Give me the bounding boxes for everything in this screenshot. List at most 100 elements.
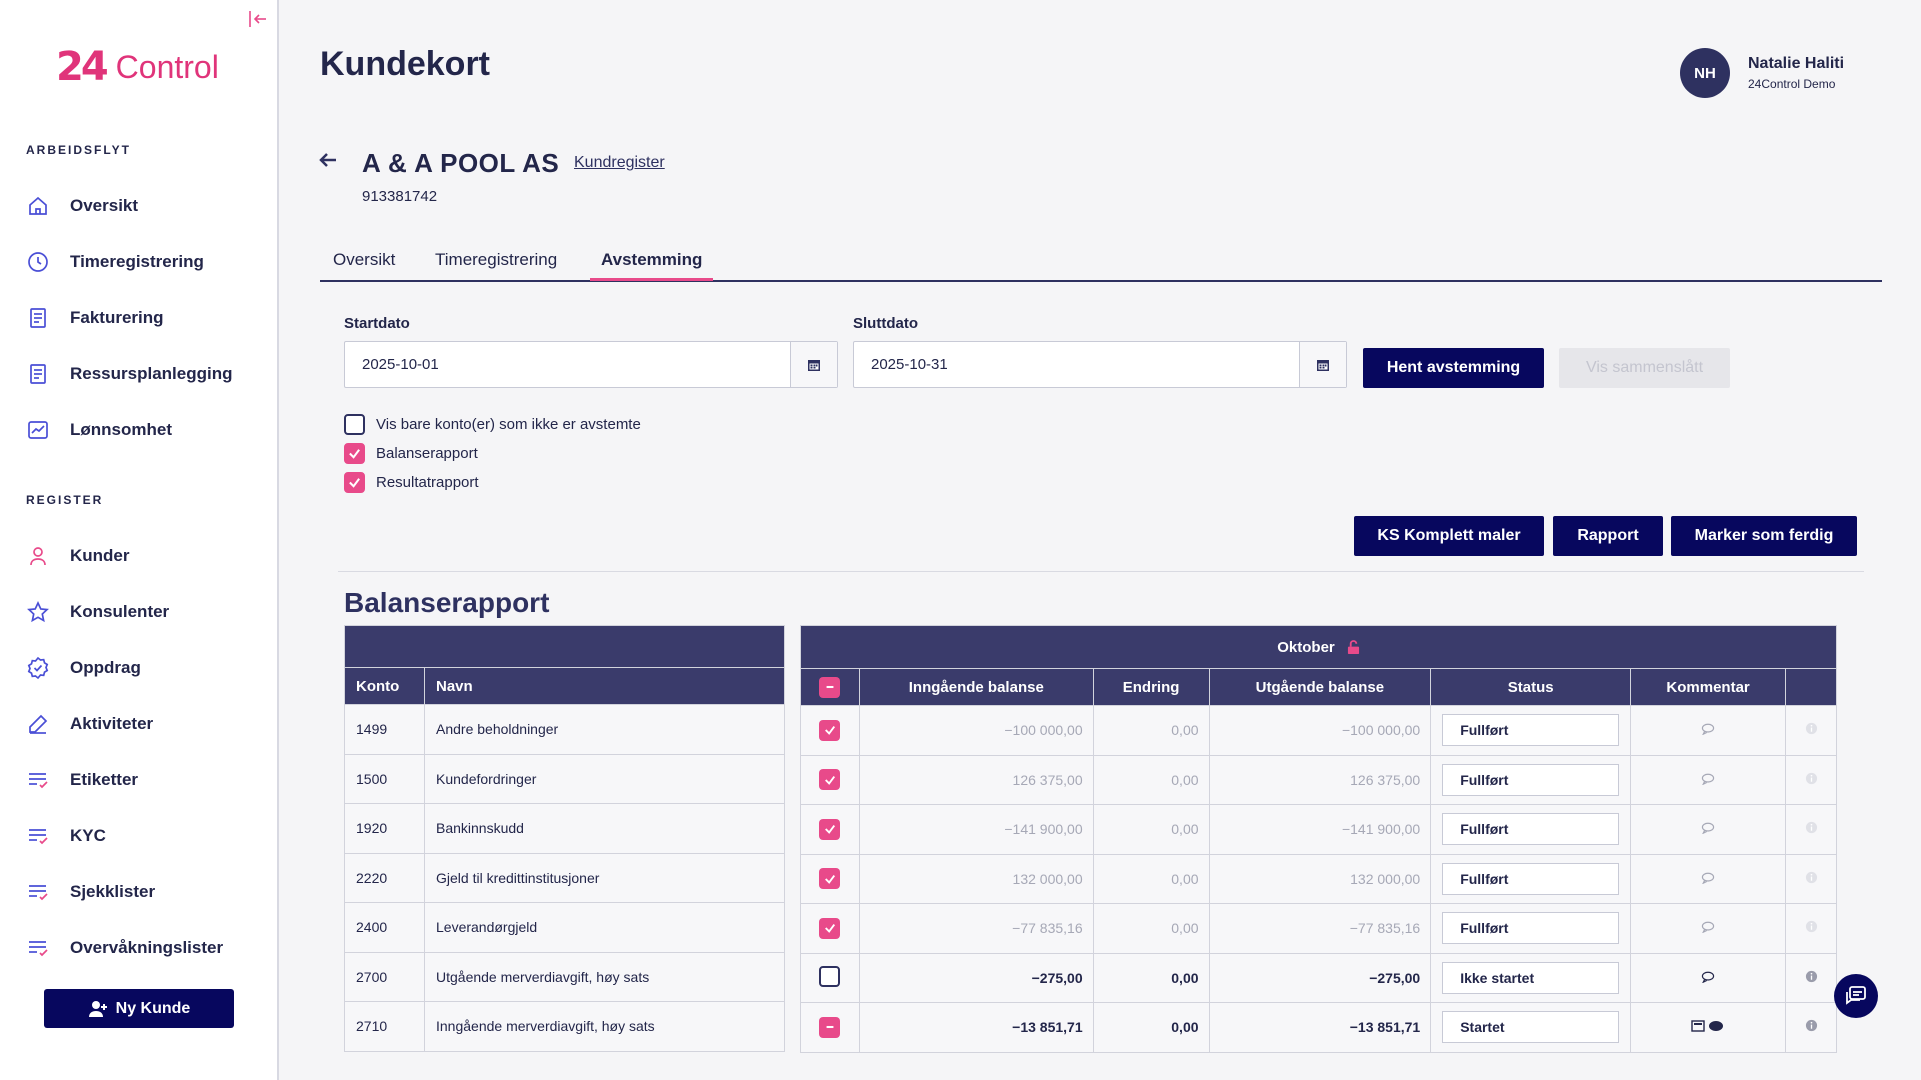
customer-register-link[interactable]: Kundregister — [574, 154, 665, 171]
user-menu[interactable]: NH Natalie Haliti 24Control Demo — [1680, 48, 1844, 98]
select-all-checkbox[interactable] — [800, 668, 860, 706]
chat-button[interactable] — [1834, 974, 1878, 1018]
sidebar-item-konsulenter[interactable]: Konsulenter — [26, 595, 169, 629]
app-logo[interactable]: 24 Control — [56, 44, 219, 90]
comment-icon[interactable] — [1701, 970, 1715, 986]
partial-check-icon[interactable] — [819, 676, 841, 698]
partial-check-icon[interactable] — [819, 1016, 841, 1038]
sidebar-item-oversikt[interactable]: Oversikt — [26, 189, 138, 223]
cell-konto: 2710 — [344, 1001, 425, 1052]
sidebar-item-overvåkningslister[interactable]: Overvåkningslister — [26, 931, 223, 965]
comments-icon[interactable] — [1691, 1020, 1725, 1036]
tab-timeregistrering[interactable]: Timeregistrering — [435, 250, 558, 269]
sidebar-item-sjekklister[interactable]: Sjekklister — [26, 875, 155, 909]
cell-check[interactable] — [800, 705, 860, 756]
list-check-icon — [26, 768, 50, 792]
cell-check[interactable] — [800, 1002, 860, 1053]
col-utgaende: Utgående balanse — [1208, 668, 1432, 706]
report-button[interactable]: Rapport — [1553, 516, 1663, 556]
info-icon[interactable] — [1805, 871, 1818, 887]
col-navn: Navn — [424, 667, 785, 705]
sidebar-item-label: Kunder — [70, 546, 130, 565]
checked-icon[interactable] — [819, 917, 841, 939]
info-icon[interactable] — [1805, 722, 1818, 738]
cell-konto: 2220 — [344, 852, 425, 903]
status-select[interactable]: Fullført — [1442, 714, 1620, 747]
comment-icon[interactable] — [1701, 772, 1715, 788]
ks-templates-button[interactable]: KS Komplett maler — [1354, 516, 1544, 556]
sidebar-item-label: Lønnsomhet — [70, 420, 172, 439]
sidebar-item-oppdrag[interactable]: Oppdrag — [26, 651, 141, 685]
balance-report-checkbox[interactable]: Balanserapport — [344, 443, 478, 464]
cell-status: Ikke startet — [1430, 952, 1632, 1003]
sidebar-item-timeregistrering[interactable]: Timeregistrering — [26, 245, 204, 279]
info-icon[interactable] — [1805, 821, 1818, 837]
sidebar-item-label: Ressursplanlegging — [70, 364, 233, 383]
cell-endring: 0,00 — [1092, 853, 1210, 904]
cell-check[interactable] — [800, 853, 860, 904]
sidebar-item-kyc[interactable]: KYC — [26, 819, 106, 853]
avatar[interactable]: NH — [1680, 48, 1730, 98]
status-select[interactable]: Ikke startet — [1442, 961, 1620, 994]
info-icon[interactable] — [1805, 970, 1818, 986]
status-select[interactable]: Fullført — [1442, 862, 1620, 895]
result-report-checkbox[interactable]: Resultatrapport — [344, 472, 479, 493]
checked-icon[interactable] — [819, 769, 841, 791]
start-date-value[interactable]: 2025-10-01 — [362, 356, 439, 373]
unlock-icon[interactable] — [1347, 639, 1360, 655]
comment-icon[interactable] — [1701, 871, 1715, 887]
col-inngaende: Inngående balanse — [858, 668, 1094, 706]
back-arrow-icon[interactable] — [316, 148, 340, 172]
info-icon[interactable] — [1805, 920, 1818, 936]
checkbox-checked[interactable] — [344, 443, 365, 464]
logo-text: Control — [115, 48, 219, 85]
checked-icon[interactable] — [819, 719, 841, 741]
collapse-sidebar-icon[interactable] — [247, 8, 269, 30]
table-row: 1499 Andre beholdninger — [344, 704, 785, 755]
only-unreconciled-checkbox[interactable]: Vis bare konto(er) som ikke er avstemte — [344, 414, 641, 435]
cell-info — [1785, 903, 1837, 954]
end-date-input[interactable]: 2025-10-31 — [853, 341, 1347, 388]
status-select[interactable]: Fullført — [1442, 912, 1620, 945]
comment-icon[interactable] — [1701, 821, 1715, 837]
checked-icon[interactable] — [819, 868, 841, 890]
badge-icon — [26, 656, 50, 680]
tab-avstemming[interactable]: Avstemming — [601, 250, 703, 269]
end-date-value[interactable]: 2025-10-31 — [871, 356, 948, 373]
mark-done-button[interactable]: Marker som ferdig — [1671, 516, 1857, 556]
new-customer-button[interactable]: Ny Kunde — [44, 989, 234, 1028]
cell-check[interactable] — [800, 754, 860, 805]
comment-icon[interactable] — [1701, 920, 1715, 936]
cell-utgaende: −13 851,71 — [1208, 1002, 1432, 1053]
calendar-icon[interactable] — [1299, 342, 1346, 387]
checked-icon[interactable] — [819, 818, 841, 840]
sidebar-item-aktiviteter[interactable]: Aktiviteter — [26, 707, 153, 741]
chat-icon — [1846, 986, 1866, 1005]
unchecked-icon[interactable] — [819, 965, 841, 987]
cell-navn: Inngående merverdiavgift, høy sats — [424, 1001, 785, 1052]
status-select[interactable]: Fullført — [1442, 763, 1620, 796]
cell-check[interactable] — [800, 952, 860, 1003]
sidebar-item-lønnsomhet[interactable]: Lønnsomhet — [26, 413, 172, 447]
cell-check[interactable] — [800, 903, 860, 954]
calendar-icon[interactable] — [790, 342, 837, 387]
sidebar-item-kunder[interactable]: Kunder — [26, 539, 130, 573]
checkbox-checked[interactable] — [344, 472, 365, 493]
sidebar-item-etiketter[interactable]: Etiketter — [26, 763, 138, 797]
checkbox-empty[interactable] — [344, 414, 365, 435]
info-icon[interactable] — [1805, 1019, 1818, 1035]
cell-endring: 0,00 — [1092, 952, 1210, 1003]
start-date-input[interactable]: 2025-10-01 — [344, 341, 838, 388]
info-icon[interactable] — [1805, 772, 1818, 788]
pencil-icon — [26, 712, 50, 736]
sidebar-item-fakturering[interactable]: Fakturering — [26, 301, 164, 335]
status-select[interactable]: Fullført — [1442, 813, 1620, 846]
sidebar-item-ressursplanlegging[interactable]: Ressursplanlegging — [26, 357, 232, 391]
col-kommentar: Kommentar — [1630, 668, 1787, 706]
status-select[interactable]: Startet — [1442, 1011, 1620, 1044]
show-merged-button[interactable]: Vis sammenslått — [1559, 348, 1730, 388]
comment-icon[interactable] — [1701, 722, 1715, 738]
tab-oversikt[interactable]: Oversikt — [333, 250, 396, 269]
fetch-reconciliation-button[interactable]: Hent avstemming — [1363, 348, 1544, 388]
cell-check[interactable] — [800, 804, 860, 855]
